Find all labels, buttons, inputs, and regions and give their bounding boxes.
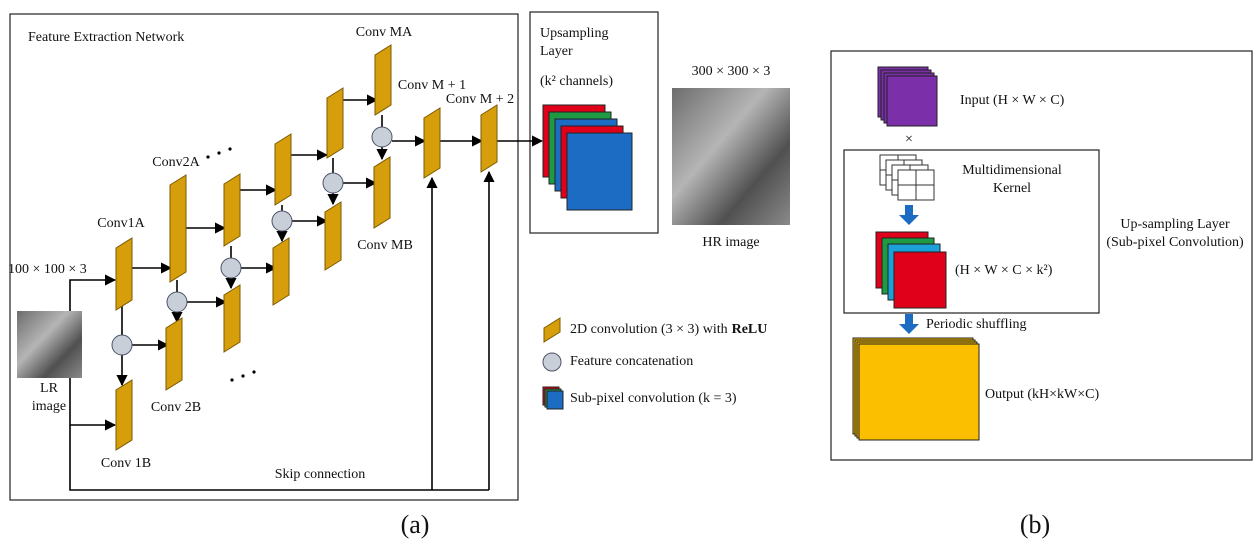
conv-block	[166, 318, 182, 390]
upsampling-title: Layer	[540, 44, 573, 59]
kernel-label: Multidimensional	[962, 163, 1062, 178]
arrow	[70, 280, 115, 311]
panel-b-title: (Sub-pixel Convolution)	[1106, 235, 1244, 250]
conv-block	[375, 45, 391, 115]
conv-block	[424, 108, 440, 178]
conv-block	[224, 174, 240, 246]
block-label: Conv 1B	[101, 456, 151, 471]
ellipsis-dot	[241, 374, 244, 377]
ellipsis-dot	[217, 151, 220, 154]
legend-text: ReLU	[732, 322, 768, 337]
input-label: Input (H × W × C)	[960, 93, 1065, 108]
conv-block	[325, 202, 341, 270]
legend-icon	[543, 353, 561, 371]
channel-map	[567, 133, 632, 210]
upsampling-channels: (k² channels)	[540, 74, 613, 89]
ellipsis-dot	[228, 147, 231, 150]
conv-block	[481, 105, 497, 172]
block-label: Conv MA	[356, 25, 413, 40]
concat-node	[167, 292, 187, 312]
conv-block	[224, 285, 240, 352]
ellipsis-dot	[230, 378, 233, 381]
feature-label: (H × W × C × k²)	[955, 263, 1053, 278]
ellipsis-dot	[206, 155, 209, 158]
lr-image	[17, 311, 82, 378]
hr-image	[672, 88, 790, 225]
conv-block	[170, 175, 186, 282]
input-size: 100 × 100 × 3	[8, 262, 87, 277]
legend-text: Sub-pixel convolution (k = 3)	[570, 391, 737, 406]
block-label: Conv1A	[97, 216, 145, 231]
block-label: Conv M + 2	[446, 92, 514, 107]
legend-text: Feature concatenation	[570, 354, 693, 369]
kernel-label: Kernel	[993, 181, 1031, 196]
conv-block	[273, 238, 289, 305]
caption: (a)	[401, 510, 430, 539]
block-label: Conv M + 1	[398, 78, 466, 93]
legend-icon	[544, 318, 560, 342]
concat-node	[272, 211, 292, 231]
block-label: Conv 2B	[151, 400, 201, 415]
input-label: image	[32, 399, 66, 414]
feature-map	[894, 252, 946, 308]
blue-arrow	[899, 314, 919, 334]
input-label: LR	[40, 381, 59, 396]
times: ×	[905, 132, 913, 147]
legend-icon	[547, 391, 563, 409]
block-label: Conv MB	[357, 238, 413, 253]
output-label: Output (kH×kW×C)	[985, 387, 1100, 402]
concat-node	[112, 335, 132, 355]
conv-block	[374, 157, 390, 228]
concat-node	[221, 258, 241, 278]
block-label: Conv2A	[152, 155, 200, 170]
blue-arrow	[899, 205, 919, 225]
conv-block	[275, 134, 291, 205]
concat-node	[323, 173, 343, 193]
conv-block	[116, 380, 132, 450]
figure: Feature Extraction Network 100 × 100 × 3…	[0, 0, 1255, 545]
upsampling-title: Upsampling	[540, 26, 608, 41]
output-label: HR image	[702, 235, 759, 250]
panel-b-title: Up-sampling Layer	[1120, 217, 1230, 232]
conv-block	[327, 88, 343, 158]
output-size: 300 × 300 × 3	[692, 64, 771, 79]
arrow	[70, 378, 115, 425]
ellipsis-dot	[252, 370, 255, 373]
conv-block	[116, 238, 132, 310]
skip-label: Skip connection	[275, 467, 366, 482]
shuffle-label: Periodic shuffling	[926, 317, 1026, 332]
panel-title: Feature Extraction Network	[28, 30, 184, 45]
output-tensor	[859, 344, 979, 440]
concat-node	[372, 127, 392, 147]
legend-text: 2D convolution (3 × 3) with	[570, 322, 728, 337]
legend-text: 2D convolution (3 × 3) with ReLU	[570, 322, 767, 337]
input-tensor	[887, 76, 937, 126]
caption: (b)	[1020, 510, 1050, 539]
